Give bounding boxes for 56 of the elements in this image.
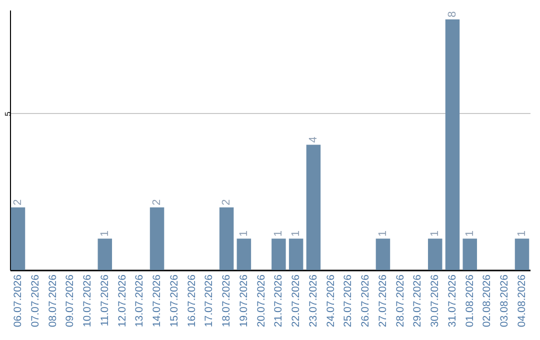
bar: [236, 238, 252, 270]
data-label: 2: [220, 199, 233, 206]
x-tick-label: 04.08.2026: [516, 274, 528, 328]
x-tick-label: 03.08.2026: [498, 274, 511, 328]
x-tick-label: 18.07.2026: [220, 274, 233, 328]
bar: [98, 238, 112, 270]
x-tick-label: 10.07.2026: [82, 274, 94, 328]
x-tick-label: 31.07.2026: [446, 274, 458, 328]
x-tick-label: 21.07.2026: [272, 274, 285, 328]
data-label: 1: [290, 230, 302, 237]
x-tick-label: 12.07.2026: [116, 274, 128, 328]
x-tick-label: 06.07.2026: [12, 274, 24, 328]
x-tick-label: 28.07.2026: [394, 274, 406, 328]
x-tick-label: 29.07.2026: [412, 274, 424, 328]
bar: [150, 207, 164, 270]
x-tick-label: 16.07.2026: [186, 274, 198, 328]
x-tick-label: 24.07.2026: [324, 274, 337, 328]
data-label: 1: [238, 230, 250, 237]
x-tick-label: 27.07.2026: [376, 274, 389, 328]
x-tick-label: 26.07.2026: [360, 274, 372, 328]
data-label: 1: [464, 230, 476, 237]
bar: [10, 207, 26, 270]
bar: [219, 207, 234, 270]
bar: [445, 19, 460, 270]
x-tick-label: 08.07.2026: [46, 274, 59, 328]
bar: [376, 238, 390, 270]
data-label: 1: [98, 230, 111, 237]
x-tick-label: 25.07.2026: [342, 274, 354, 328]
data-label: 2: [151, 199, 164, 206]
bar: [514, 238, 530, 270]
data-label: 1: [516, 230, 528, 237]
x-tick-label: 11.07.2026: [98, 274, 111, 326]
data-label: 2: [12, 199, 24, 206]
x-tick-label: 14.07.2026: [151, 274, 164, 328]
bar: [288, 238, 304, 270]
x-tick-label: 15.07.2026: [168, 274, 180, 328]
x-tick-label: 09.07.2026: [64, 274, 76, 328]
x-tick-label: 19.07.2026: [238, 274, 250, 328]
x-tick-label: 30.07.2026: [429, 274, 442, 328]
bar: [306, 144, 321, 270]
x-tick-label: 02.08.2026: [481, 274, 494, 328]
data-label: 8: [446, 11, 458, 18]
x-tick-label: 13.07.2026: [134, 274, 146, 328]
data-label: 1: [376, 230, 389, 237]
x-tick-label: 17.07.2026: [203, 274, 216, 328]
x-tick-label: 01.08.2026: [464, 274, 476, 328]
bar: [462, 238, 477, 270]
data-label: 1: [429, 230, 442, 237]
data-label: 4: [307, 136, 320, 143]
x-tick-label: 22.07.2026: [290, 274, 302, 328]
x-tick-label: 20.07.2026: [255, 274, 268, 328]
x-tick-label: 23.07.2026: [307, 274, 320, 328]
data-label: 1: [272, 230, 285, 237]
bar: [272, 238, 286, 270]
bar: [428, 238, 442, 270]
x-tick-label: 07.07.2026: [29, 274, 42, 328]
